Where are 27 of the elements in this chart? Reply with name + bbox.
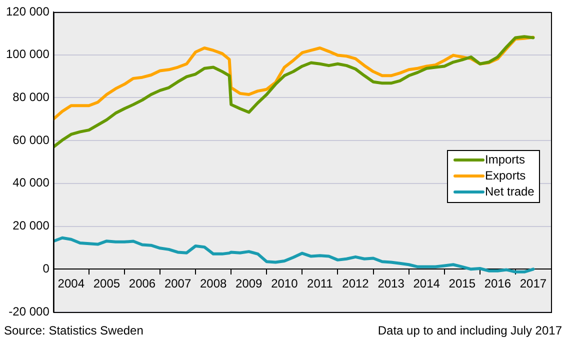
x-tick-label: 2014 [413,276,440,291]
y-tick-label: -20 000 [8,304,50,318]
x-tick-label: 2012 [342,276,370,291]
x-tick-label: 2004 [58,276,85,291]
x-tick-label: 2011 [307,276,334,291]
x-tick-label: 2013 [378,276,405,291]
legend-label: Exports [485,168,526,182]
y-tick-label: 40 000 [12,176,50,190]
x-tick-label: 2005 [93,276,120,291]
y-tick-label: 100 000 [6,47,50,62]
y-tick-label: 20 000 [12,218,50,233]
x-tick-label: 2010 [271,276,298,291]
legend-label: Net trade [485,184,535,198]
x-tick-label: 2016 [484,276,512,291]
x-tick-label: 2006 [128,276,156,291]
legend-label: Imports [485,152,526,166]
x-tick-label: 2015 [448,276,476,291]
y-tick-label: 80 000 [12,90,50,104]
x-tick-label: 2017 [520,276,547,291]
source-note: Source: Statistics Sweden [4,323,144,338]
y-tick-label: 0 [42,261,50,276]
y-tick-label: 120 000 [6,4,50,18]
x-tick-label: 2008 [200,276,227,291]
x-tick-label: 2009 [236,276,263,291]
text: Data up to and including July 2017 [378,323,562,338]
y-tick-label: 60 000 [12,132,50,147]
x-tick-label: 2007 [164,276,192,291]
